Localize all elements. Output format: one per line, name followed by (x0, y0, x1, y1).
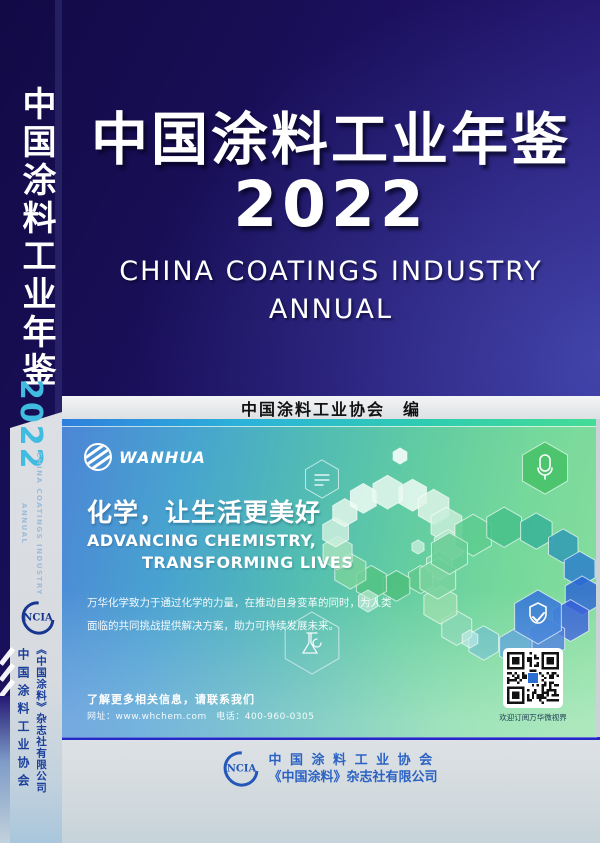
spine-english-line2: ANNUAL (20, 503, 28, 545)
ncia-logo-icon: NCIA (14, 594, 62, 642)
ncia-logo-icon: NCIA (216, 744, 267, 794)
ncia-logo-text: NCIA (226, 763, 257, 775)
editor-line: 中国涂料工业协会 编 (240, 399, 421, 419)
ad-headline-en-line1: ADVANCING CHEMISTRY, (87, 531, 317, 550)
wanhua-ad-panel: WANHUA 化学，让生活更美好 ADVANCING CHEMISTRY, TR… (62, 426, 597, 738)
spine-publisher-company: 《中国涂料》杂志社有限公司 (35, 644, 47, 794)
spine-title: 中国涂料工业年鉴 (16, 86, 56, 390)
wanhua-logo: WANHUA (84, 443, 206, 471)
ad-headline-cn: 化学，让生活更美好 (87, 498, 322, 527)
qr-caption: 欢迎订阅万华微视界 (499, 713, 567, 722)
qr-code (503, 648, 563, 708)
divider-line (62, 737, 600, 740)
editor-band: 中国涂料工业协会 编 (62, 396, 600, 419)
ad-contact-line2: 网址：www.whchem.com 电话：400-960-0305 (87, 712, 315, 722)
spine-bottom-fade (0, 696, 10, 843)
footer-publisher-lines: 中 国 涂 料 工 业 协 会 《中国涂料》杂志社有限公司 (268, 752, 437, 786)
accent-strip (62, 419, 600, 426)
hexagon-infinity-graphic (284, 441, 597, 675)
ad-body-line1: 万华化学致力于通过化学的力量，在推动自身变革的同时，为人类 (87, 597, 392, 609)
footer: NCIA 中 国 涂 料 工 业 协 会 《中国涂料》杂志社有限公司 (62, 740, 600, 843)
wanhua-logo-icon (84, 443, 112, 471)
page-edge (596, 419, 600, 737)
footer-association: 中 国 涂 料 工 业 协 会 (268, 753, 435, 768)
qr-code-pattern (507, 652, 559, 704)
spine-panel (10, 412, 62, 843)
ad-body-text: 万华化学致力于通过化学的力量，在推动自身变革的同时，为人类 面临的共同挑战提供解… (87, 592, 417, 638)
cover-subtitle-line2: ANNUAL (268, 294, 394, 325)
footer-company: 《中国涂料》杂志社有限公司 (268, 770, 438, 785)
cover-title: 中国涂料工业年鉴 (91, 107, 571, 173)
spine-year: 2022 (13, 379, 48, 471)
spine-fold-highlight (55, 0, 62, 414)
spine-publisher-association: 中国涂料工业协会 (16, 648, 30, 792)
wanhua-logo-text: WANHUA (119, 447, 206, 467)
footer-publisher-block: NCIA 中 国 涂 料 工 业 协 会 《中国涂料》杂志社有限公司 (62, 740, 600, 794)
ad-headline-en-line2: TRANSFORMING LIVES (142, 553, 354, 572)
spine-english-line1: CHINA COATINGS INDUSTRY (35, 452, 43, 596)
cover-year: 2022 (233, 168, 429, 241)
ad-contact-line1: 了解更多相关信息，请联系我们 (87, 693, 255, 706)
ad-body-line2: 面临的共同挑战提供解决方案，助力可持续发展未来。 (87, 620, 339, 632)
cover-subtitle-line1: CHINA COATINGS INDUSTRY (119, 256, 543, 287)
ncia-logo-text: NCIA (23, 612, 53, 624)
